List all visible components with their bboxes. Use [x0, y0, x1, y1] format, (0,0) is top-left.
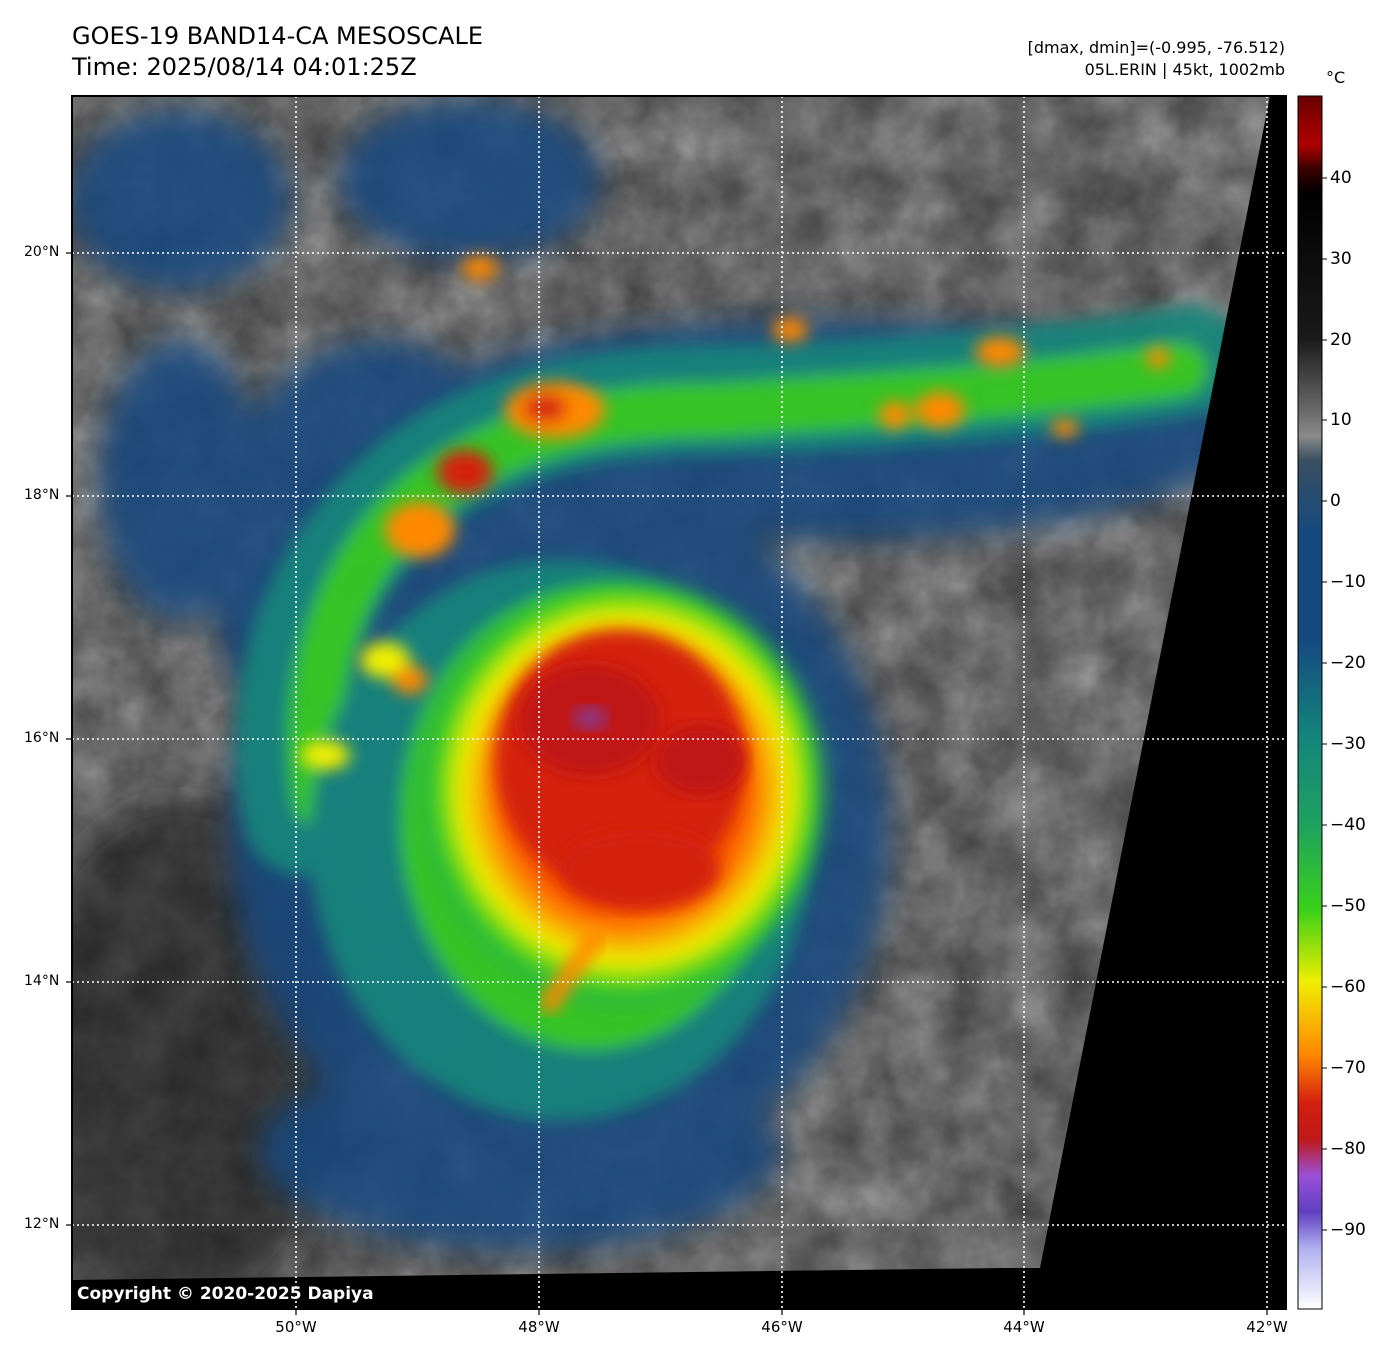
lat-label-12n: 12°N	[24, 1216, 60, 1232]
colorbar-ticks	[1322, 177, 1327, 1231]
chart-title: GOES-19 BAND14-CA MESOSCALE	[72, 22, 483, 50]
map-frame	[71, 95, 1287, 1310]
axis-ticks	[66, 252, 1268, 1315]
colorbar-tick-label: −80	[1330, 1139, 1366, 1159]
data-range-label: [dmax, dmin]=(-0.995, -76.512)	[1027, 38, 1285, 57]
lon-label-50w: 50°W	[275, 1318, 317, 1336]
colorbar-tick-label: −50	[1330, 896, 1366, 916]
graticule	[72, 96, 1286, 1309]
lon-label-44w: 44°W	[1003, 1318, 1045, 1336]
colorbar-tick-label: 30	[1330, 249, 1352, 269]
lon-label-42w: 42°W	[1246, 1318, 1288, 1336]
lat-label-16n: 16°N	[24, 730, 60, 746]
lon-label-48w: 48°W	[518, 1318, 560, 1336]
lon-label-46w: 46°W	[761, 1318, 803, 1336]
colorbar-tick-label: 20	[1330, 330, 1352, 350]
colorbar-unit: °C	[1326, 68, 1346, 87]
colorbar-tick-label: −60	[1330, 977, 1366, 997]
storm-info-label: 05L.ERIN | 45kt, 1002mb	[1084, 60, 1285, 79]
colorbar-tick-label: −90	[1330, 1220, 1366, 1240]
colorbar-tick-label: 40	[1330, 168, 1352, 188]
lat-label-20n: 20°N	[24, 244, 60, 260]
colorbar-tick-label: −40	[1330, 815, 1366, 835]
colorbar	[1297, 95, 1323, 1310]
colorbar-tick-label: 10	[1330, 410, 1352, 430]
colorbar-tick-label: −10	[1330, 572, 1366, 592]
no-data-region	[1005, 96, 1286, 1309]
central-dense-overcast	[415, 570, 835, 1016]
colorbar-tick-label: −70	[1330, 1058, 1366, 1078]
copyright-label: Copyright © 2020-2025 Dapiya	[77, 1284, 374, 1304]
no-data-bottom	[72, 1268, 1005, 1309]
colorbar-tick-label: 0	[1330, 491, 1341, 511]
colorbar-tick-label: −30	[1330, 734, 1366, 754]
lat-label-14n: 14°N	[24, 973, 60, 989]
convective-cells	[300, 256, 1170, 770]
lat-label-18n: 18°N	[24, 487, 60, 503]
chart-timestamp: Time: 2025/08/14 04:01:25Z	[72, 53, 417, 81]
colorbar-tick-label: −20	[1330, 653, 1366, 673]
